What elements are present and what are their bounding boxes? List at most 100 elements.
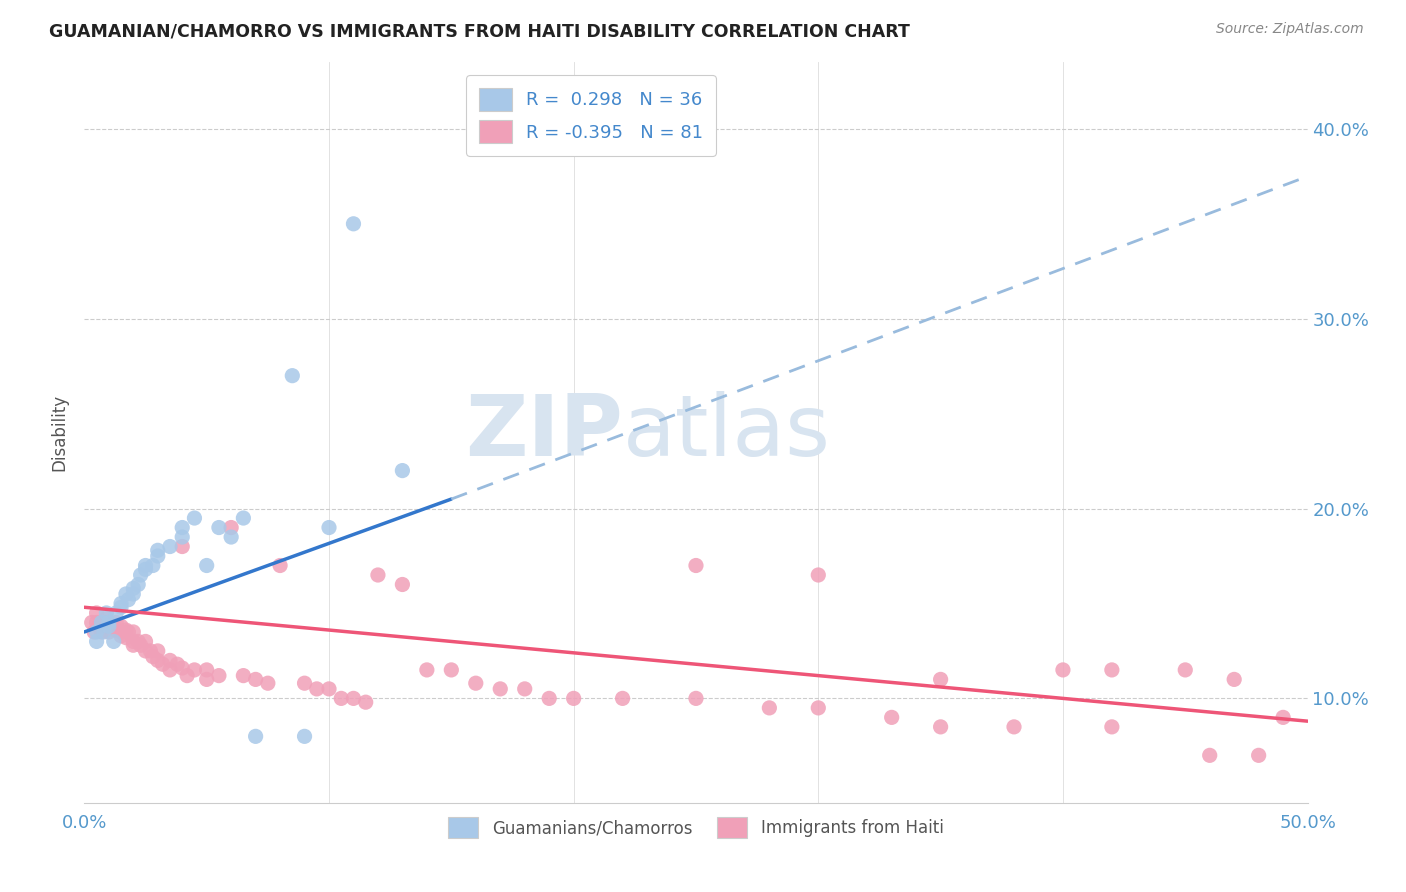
Point [166, 657, 188, 672]
Point [122, 638, 145, 652]
Point [110, 597, 132, 611]
Point [97, 624, 120, 639]
Point [90, 615, 112, 630]
Point [195, 663, 218, 677]
Point [96, 606, 118, 620]
Point [97, 615, 120, 630]
Point [122, 587, 145, 601]
Point [929, 720, 952, 734]
Point [219, 530, 242, 544]
Text: ZIP: ZIP [465, 391, 623, 475]
Point [139, 644, 162, 658]
Point [1198, 748, 1220, 763]
Point [305, 681, 328, 696]
Point [367, 568, 389, 582]
Point [152, 657, 174, 672]
Point [489, 681, 512, 696]
Point [1101, 720, 1123, 734]
Point [1002, 720, 1025, 734]
Point [612, 691, 634, 706]
Point [1052, 663, 1074, 677]
Point [562, 691, 585, 706]
Text: GUAMANIAN/CHAMORRO VS IMMIGRANTS FROM HAITI DISABILITY CORRELATION CHART: GUAMANIAN/CHAMORRO VS IMMIGRANTS FROM HA… [49, 22, 910, 40]
Point [342, 217, 364, 231]
Point [110, 629, 132, 643]
Point [110, 619, 132, 633]
Point [195, 558, 218, 573]
Point [176, 668, 198, 682]
Point [103, 619, 125, 633]
Point [146, 543, 169, 558]
Y-axis label: Disability: Disability [51, 394, 69, 471]
Point [183, 663, 205, 677]
Point [142, 649, 165, 664]
Point [103, 634, 125, 648]
Point [117, 592, 139, 607]
Point [880, 710, 903, 724]
Point [685, 558, 707, 573]
Point [1101, 663, 1123, 677]
Point [135, 558, 157, 573]
Point [183, 511, 205, 525]
Point [135, 634, 157, 648]
Point [245, 673, 267, 687]
Point [96, 619, 118, 633]
Legend: Guamanians/Chamorros, Immigrants from Haiti: Guamanians/Chamorros, Immigrants from Ha… [437, 805, 955, 850]
Point [135, 644, 157, 658]
Point [122, 582, 145, 596]
Point [115, 587, 138, 601]
Point [115, 631, 138, 645]
Point [294, 730, 316, 744]
Point [80, 615, 103, 630]
Point [294, 676, 316, 690]
Point [105, 623, 128, 637]
Point [513, 681, 536, 696]
Point [172, 540, 194, 554]
Point [1247, 748, 1270, 763]
Point [146, 549, 169, 563]
Point [172, 661, 194, 675]
Point [87, 619, 110, 633]
Point [129, 568, 152, 582]
Point [758, 701, 780, 715]
Point [110, 624, 132, 639]
Point [342, 691, 364, 706]
Point [97, 615, 120, 630]
Point [135, 562, 157, 576]
Point [208, 520, 231, 534]
Point [807, 568, 830, 582]
Point [172, 530, 194, 544]
Point [146, 653, 169, 667]
Point [391, 577, 413, 591]
Point [93, 624, 115, 639]
Point [122, 624, 145, 639]
Point [281, 368, 304, 383]
Point [354, 695, 377, 709]
Point [93, 615, 115, 630]
Point [127, 577, 149, 591]
Point [86, 615, 108, 630]
Point [90, 624, 112, 639]
Point [127, 634, 149, 648]
Point [318, 681, 340, 696]
Point [86, 624, 108, 639]
Point [105, 606, 128, 620]
Point [97, 619, 120, 633]
Point [159, 540, 181, 554]
Point [219, 520, 242, 534]
Point [330, 691, 353, 706]
Point [416, 663, 439, 677]
Point [1174, 663, 1197, 677]
Point [391, 464, 413, 478]
Point [232, 511, 254, 525]
Point [110, 600, 132, 615]
Point [142, 558, 165, 573]
Point [245, 730, 267, 744]
Point [122, 634, 145, 648]
Point [90, 615, 112, 630]
Point [146, 644, 169, 658]
Text: Source: ZipAtlas.com: Source: ZipAtlas.com [1216, 22, 1364, 37]
Point [83, 624, 105, 639]
Point [269, 558, 291, 573]
Point [318, 520, 340, 534]
